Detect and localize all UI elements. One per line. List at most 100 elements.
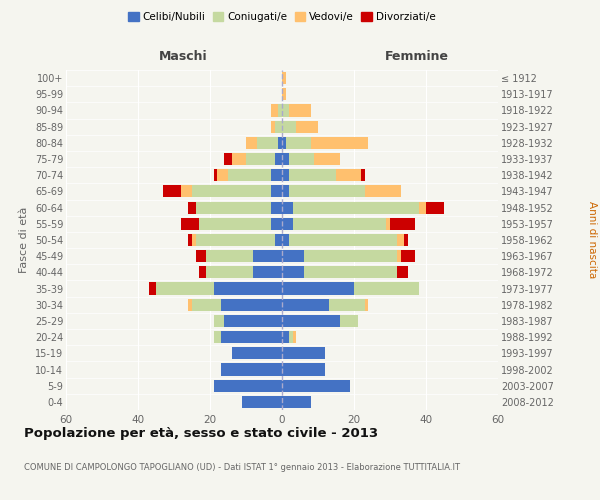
Text: Popolazione per età, sesso e stato civile - 2013: Popolazione per età, sesso e stato civil… bbox=[24, 428, 378, 440]
Bar bbox=[289, 153, 314, 165]
Bar bbox=[253, 266, 282, 278]
Bar bbox=[224, 315, 282, 327]
Bar bbox=[224, 153, 232, 165]
Bar bbox=[278, 137, 282, 149]
Bar bbox=[282, 364, 325, 376]
Bar bbox=[390, 218, 415, 230]
Bar bbox=[365, 186, 401, 198]
Bar bbox=[282, 315, 340, 327]
Bar bbox=[278, 104, 282, 117]
Bar bbox=[196, 250, 206, 262]
Bar bbox=[221, 298, 282, 311]
Bar bbox=[188, 202, 196, 213]
Bar bbox=[271, 104, 278, 117]
Bar bbox=[293, 202, 419, 213]
Bar bbox=[282, 234, 289, 246]
Bar bbox=[232, 348, 282, 360]
Bar bbox=[271, 120, 275, 132]
Bar bbox=[196, 234, 275, 246]
Bar bbox=[282, 202, 293, 213]
Bar bbox=[221, 364, 282, 376]
Bar bbox=[149, 282, 156, 294]
Legend: Celibi/Nubili, Coniugati/e, Vedovi/e, Divorziati/e: Celibi/Nubili, Coniugati/e, Vedovi/e, Di… bbox=[124, 8, 440, 26]
Bar bbox=[282, 218, 293, 230]
Bar bbox=[214, 331, 221, 343]
Bar bbox=[304, 250, 397, 262]
Bar bbox=[282, 331, 289, 343]
Bar bbox=[214, 169, 217, 181]
Bar bbox=[271, 169, 282, 181]
Bar bbox=[163, 186, 181, 198]
Bar bbox=[282, 137, 286, 149]
Bar bbox=[329, 298, 365, 311]
Bar bbox=[282, 266, 304, 278]
Bar bbox=[275, 153, 282, 165]
Bar bbox=[296, 120, 318, 132]
Y-axis label: Fasce di età: Fasce di età bbox=[19, 207, 29, 273]
Bar bbox=[271, 186, 282, 198]
Bar bbox=[199, 218, 271, 230]
Bar bbox=[246, 153, 275, 165]
Bar bbox=[286, 137, 311, 149]
Bar bbox=[282, 104, 289, 117]
Bar bbox=[192, 298, 221, 311]
Bar bbox=[242, 396, 282, 408]
Bar bbox=[289, 186, 365, 198]
Bar bbox=[293, 218, 386, 230]
Bar bbox=[336, 169, 361, 181]
Bar bbox=[289, 234, 397, 246]
Bar bbox=[282, 186, 289, 198]
Bar bbox=[253, 250, 282, 262]
Bar bbox=[206, 266, 253, 278]
Bar bbox=[196, 202, 271, 213]
Text: COMUNE DI CAMPOLONGO TAPOGLIANO (UD) - Dati ISTAT 1° gennaio 2013 - Elaborazione: COMUNE DI CAMPOLONGO TAPOGLIANO (UD) - D… bbox=[24, 462, 460, 471]
Bar bbox=[271, 202, 282, 213]
Bar bbox=[282, 88, 286, 101]
Bar bbox=[401, 250, 415, 262]
Bar bbox=[275, 234, 282, 246]
Bar bbox=[282, 169, 289, 181]
Bar bbox=[188, 234, 192, 246]
Bar bbox=[397, 266, 408, 278]
Bar bbox=[282, 380, 350, 392]
Bar bbox=[188, 298, 192, 311]
Bar bbox=[282, 348, 325, 360]
Bar bbox=[361, 169, 365, 181]
Text: Anni di nascita: Anni di nascita bbox=[587, 202, 597, 278]
Bar bbox=[289, 104, 311, 117]
Bar bbox=[221, 331, 282, 343]
Bar bbox=[282, 396, 311, 408]
Bar bbox=[181, 186, 192, 198]
Bar bbox=[354, 282, 419, 294]
Bar bbox=[386, 218, 390, 230]
Bar bbox=[282, 298, 329, 311]
Bar bbox=[181, 218, 199, 230]
Bar bbox=[192, 234, 196, 246]
Bar bbox=[199, 266, 206, 278]
Bar bbox=[214, 282, 282, 294]
Bar bbox=[426, 202, 444, 213]
Bar bbox=[206, 250, 253, 262]
Bar bbox=[246, 137, 257, 149]
Bar bbox=[214, 380, 282, 392]
Bar bbox=[282, 72, 286, 84]
Bar bbox=[289, 169, 336, 181]
Bar bbox=[214, 315, 224, 327]
Bar bbox=[217, 169, 228, 181]
Bar bbox=[314, 153, 340, 165]
Bar bbox=[232, 153, 246, 165]
Bar bbox=[275, 120, 282, 132]
Bar bbox=[282, 282, 354, 294]
Bar bbox=[340, 315, 358, 327]
Bar bbox=[282, 250, 304, 262]
Bar bbox=[419, 202, 426, 213]
Text: Maschi: Maschi bbox=[158, 50, 208, 62]
Bar bbox=[282, 120, 296, 132]
Bar bbox=[311, 137, 368, 149]
Bar bbox=[304, 266, 397, 278]
Bar bbox=[404, 234, 408, 246]
Bar bbox=[397, 234, 404, 246]
Bar bbox=[228, 169, 271, 181]
Bar bbox=[365, 298, 368, 311]
Bar bbox=[271, 218, 282, 230]
